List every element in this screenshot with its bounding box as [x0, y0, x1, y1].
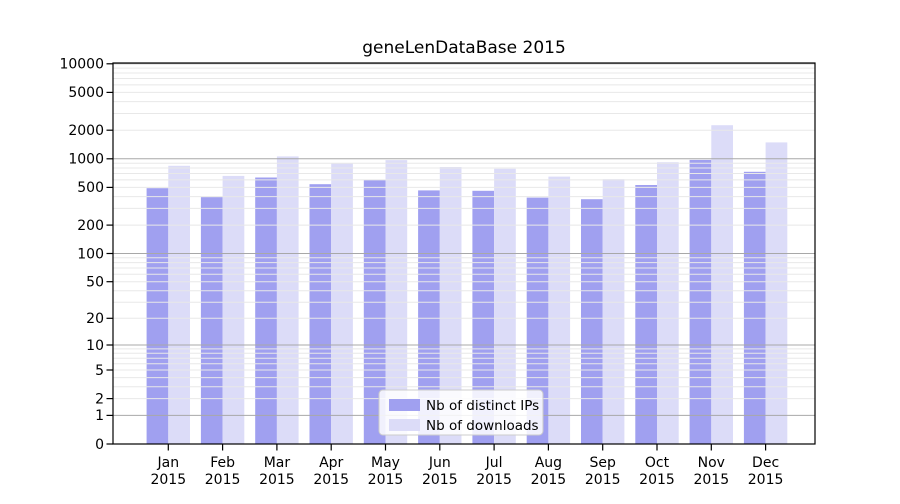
y-tick-label: 2 — [95, 391, 104, 407]
bar-distinct-ips-sep — [581, 199, 603, 444]
y-tick-label: 100 — [77, 246, 104, 262]
x-tick-label-month: May — [371, 455, 400, 471]
x-tick-label-year: 2015 — [693, 472, 729, 488]
x-tick-label-year: 2015 — [422, 472, 458, 488]
x-tick-label-month: Aug — [535, 455, 562, 471]
x-tick-label-month: Dec — [752, 455, 779, 471]
bar-downloads-aug — [548, 176, 571, 444]
bar-downloads-jun — [439, 167, 462, 444]
bar-downloads-oct — [657, 162, 679, 444]
x-tick-label-year: 2015 — [313, 472, 349, 488]
axes-group — [106, 62, 816, 451]
legend-swatch-downloads — [389, 419, 420, 431]
tick-labels-group: 012510205010020050010002000500010000Jan2… — [59, 57, 783, 488]
bar-distinct-ips-feb — [200, 197, 223, 444]
y-tick-label: 50 — [86, 275, 104, 291]
bar-distinct-ips-jan — [146, 188, 169, 444]
y-tick-label: 10 — [86, 338, 104, 354]
x-tick-label-month: Mar — [264, 455, 291, 471]
gridlines-group — [113, 63, 815, 416]
bar-distinct-ips-oct — [635, 185, 657, 444]
x-tick-label-year: 2015 — [748, 472, 784, 488]
x-tick-label-month: Apr — [319, 455, 343, 471]
x-tick-label-month: Sep — [590, 455, 617, 471]
bar-distinct-ips-aug — [526, 197, 549, 444]
y-tick-label: 500 — [77, 180, 104, 196]
x-tick-label-year: 2015 — [639, 472, 675, 488]
y-tick-label: 1000 — [68, 152, 104, 168]
bar-downloads-mar — [276, 156, 299, 444]
y-tick-label: 0 — [95, 437, 104, 453]
bars-group — [146, 125, 788, 445]
x-tick-label-month: Jun — [428, 455, 451, 471]
x-tick-label-month: Jan — [157, 455, 180, 471]
bar-downloads-dec — [765, 142, 788, 444]
x-tick-label-month: Jul — [485, 455, 503, 471]
legend-swatch-distinct-ips — [389, 399, 420, 411]
x-tick-label-year: 2015 — [476, 472, 512, 488]
x-tick-label-month: Feb — [210, 455, 235, 471]
x-tick-label-year: 2015 — [368, 472, 404, 488]
bar-downloads-jan — [168, 165, 190, 445]
y-tick-label: 200 — [77, 218, 104, 234]
x-tick-label-year: 2015 — [585, 472, 621, 488]
bar-downloads-feb — [222, 175, 245, 444]
x-tick-label-month: Oct — [645, 455, 670, 471]
y-tick-label: 20 — [86, 311, 104, 327]
x-tick-label-year: 2015 — [150, 472, 186, 488]
bar-distinct-ips-dec — [743, 171, 766, 445]
legend-label-distinct-ips: Nb of distinct IPs — [426, 398, 539, 414]
y-tick-label: 1 — [95, 408, 104, 424]
x-tick-label-year: 2015 — [531, 472, 567, 488]
bar-downloads-apr — [331, 163, 353, 444]
bar-distinct-ips-jul — [472, 190, 495, 444]
y-tick-label: 5 — [95, 363, 104, 379]
chart-title: geneLenDataBase 2015 — [362, 38, 566, 58]
legend: Nb of distinct IPs Nb of downloads — [378, 389, 544, 436]
bar-distinct-ips-mar — [255, 177, 277, 444]
bar-downloads-sep — [602, 179, 625, 444]
x-tick-label-year: 2015 — [205, 472, 241, 488]
y-tick-label: 10000 — [59, 57, 104, 73]
y-tick-label: 2000 — [68, 123, 104, 139]
x-tick-label-month: Nov — [698, 455, 725, 471]
bar-downloads-nov — [711, 125, 733, 444]
x-tick-label-year: 2015 — [259, 472, 295, 488]
y-tick-label: 5000 — [68, 85, 104, 101]
bar-distinct-ips-apr — [309, 184, 332, 444]
legend-label-downloads: Nb of downloads — [426, 418, 539, 434]
bar-downloads-jul — [494, 168, 516, 445]
